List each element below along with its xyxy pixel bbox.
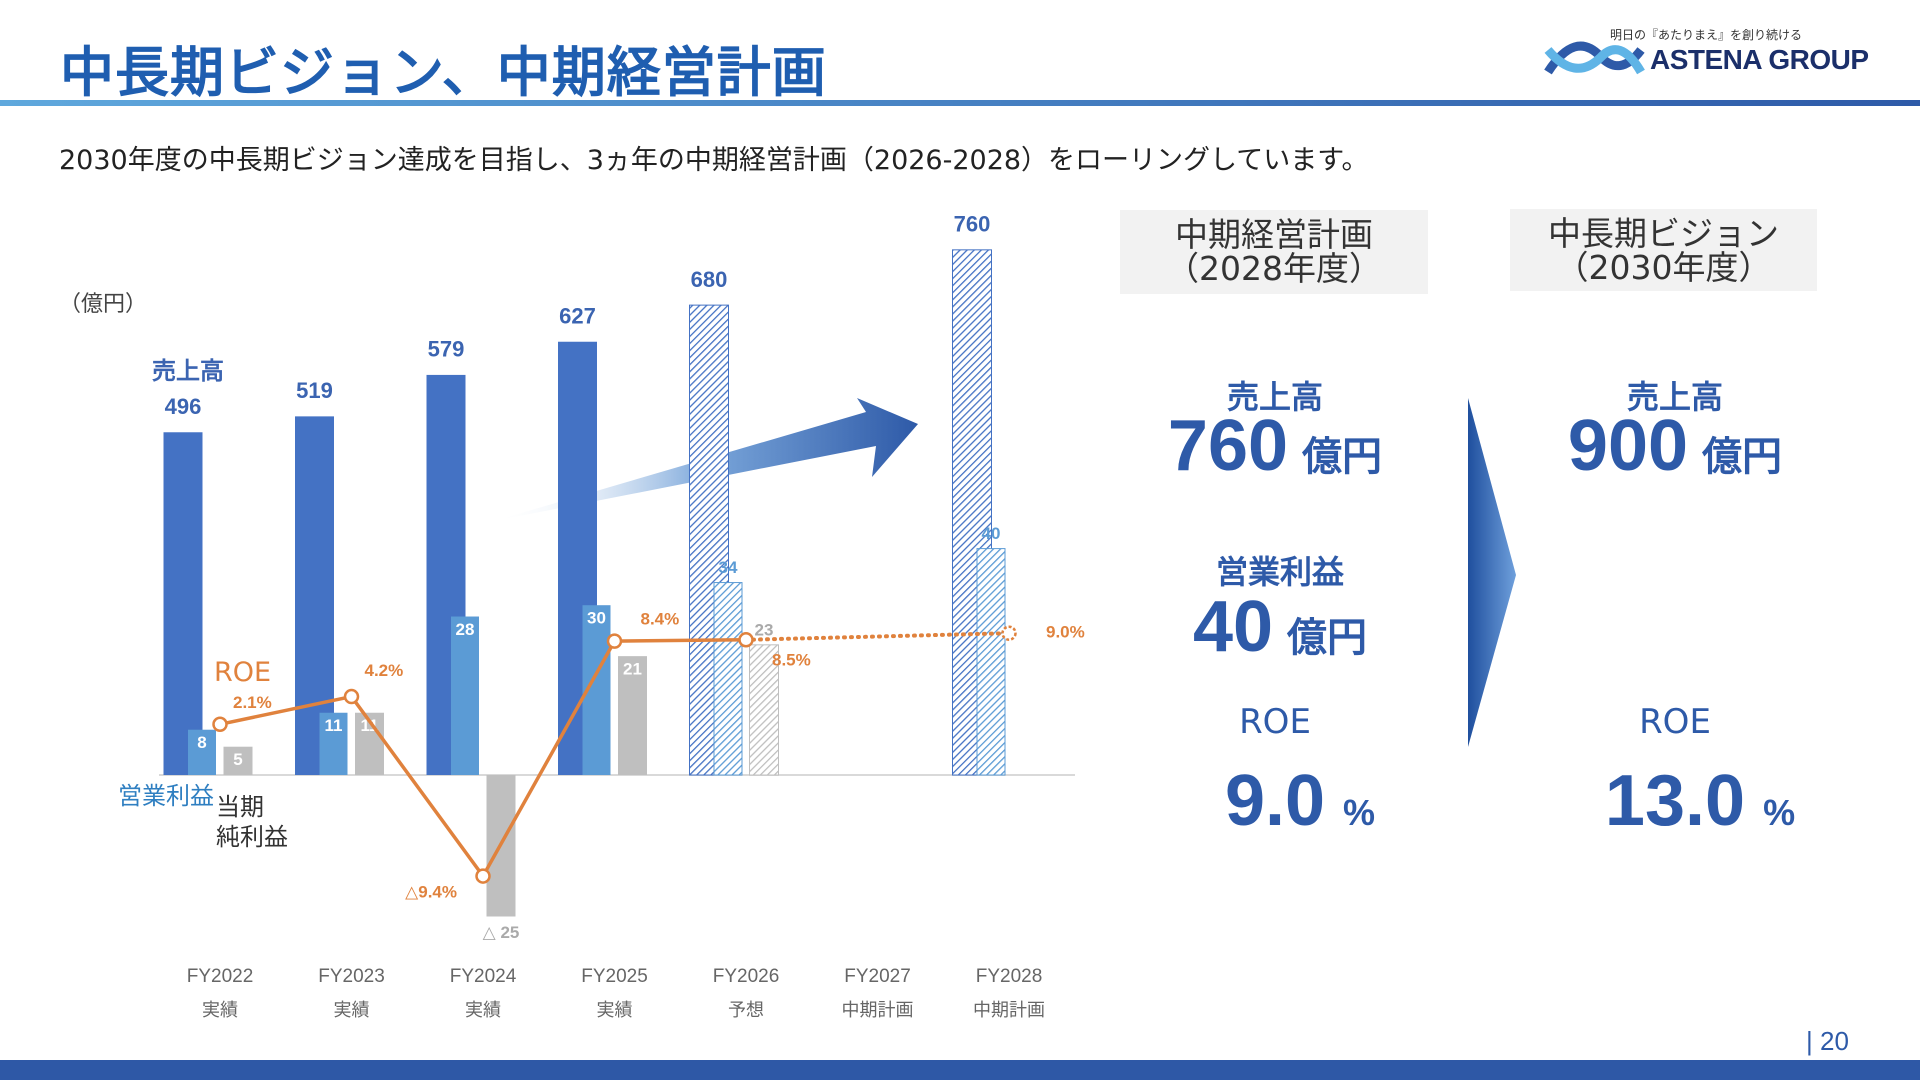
metric-number: 760 bbox=[1167, 406, 1289, 486]
value-label: 627 bbox=[559, 304, 596, 329]
metric-number: 13.0 bbox=[1604, 761, 1746, 841]
metric-unit: 億円 bbox=[1702, 435, 1783, 479]
bar bbox=[163, 432, 203, 775]
value-label: 34 bbox=[719, 558, 738, 577]
roe-marker bbox=[212, 716, 228, 733]
x-tick-note: 実績 bbox=[202, 1000, 238, 1020]
roe-label: 4.2% bbox=[365, 661, 404, 680]
metric-value: 13.0% bbox=[1520, 760, 1880, 842]
value-label: 40 bbox=[982, 524, 1001, 543]
metric-label: 営業利益 bbox=[1215, 553, 1344, 591]
metric-label: ROE bbox=[1239, 702, 1311, 742]
metric-unit: 億円 bbox=[1287, 616, 1368, 660]
metric-value: 40 億円 bbox=[1100, 586, 1460, 668]
roe-label: 8.4% bbox=[641, 610, 680, 629]
bar bbox=[223, 746, 253, 775]
x-tick-note: 中期計画 bbox=[973, 1000, 1045, 1020]
x-tick-label: FY2026 bbox=[713, 966, 780, 987]
x-tick-note: 予想 bbox=[728, 1000, 764, 1020]
roe-label: △9.4% bbox=[405, 883, 457, 902]
x-tick-label: FY2024 bbox=[450, 966, 517, 987]
metric-unit: % bbox=[1763, 792, 1796, 833]
metric-unit: 億円 bbox=[1302, 435, 1383, 479]
chevron-arrow bbox=[1468, 398, 1516, 747]
value-label: 579 bbox=[428, 337, 465, 362]
metric-value: 9.0% bbox=[1120, 760, 1480, 842]
x-tick-label: FY2025 bbox=[581, 966, 648, 987]
value-label: 28 bbox=[456, 620, 475, 639]
legend-label: 営業利益 bbox=[118, 782, 214, 810]
panel-header: 中期経営計画 （2028年度） bbox=[1120, 210, 1428, 294]
x-tick-note: 実績 bbox=[597, 1000, 633, 1020]
value-label: 760 bbox=[954, 212, 991, 237]
bar bbox=[713, 582, 743, 776]
x-tick-label: FY2027 bbox=[844, 966, 911, 987]
metric-number: 40 bbox=[1192, 587, 1274, 667]
value-label: 11 bbox=[325, 716, 343, 735]
footer-band bbox=[0, 1060, 1920, 1080]
brand: ASTENA GROUP bbox=[1650, 44, 1869, 75]
value-label: 5 bbox=[233, 750, 242, 769]
legend-label: 売上高 bbox=[152, 357, 224, 385]
x-tick-note: 実績 bbox=[334, 1000, 370, 1020]
bar bbox=[451, 616, 479, 775]
tagline: 明日の『あたりまえ』を創り続ける bbox=[1610, 28, 1803, 42]
metric-number: 9.0 bbox=[1224, 761, 1326, 841]
x-tick-label: FY2028 bbox=[976, 966, 1043, 987]
roe-marker bbox=[738, 632, 754, 648]
roe-marker bbox=[606, 633, 623, 649]
page-number: | 20 bbox=[1806, 1026, 1849, 1056]
bar bbox=[749, 644, 779, 776]
value-label: 8 bbox=[197, 733, 206, 752]
roe-marker bbox=[475, 868, 491, 884]
metric-label: 売上高 bbox=[1626, 378, 1723, 416]
bar bbox=[319, 712, 348, 775]
logo-mark bbox=[1544, 41, 1645, 75]
value-label: 21 bbox=[623, 660, 642, 679]
roe-marker bbox=[1001, 625, 1017, 641]
value-label: 30 bbox=[587, 609, 606, 628]
metric-unit: % bbox=[1343, 792, 1376, 833]
x-tick-note: 実績 bbox=[465, 1000, 501, 1020]
value-label: 11 bbox=[361, 716, 379, 735]
roe-label: 8.5% bbox=[772, 650, 811, 669]
value-label: 519 bbox=[296, 378, 333, 403]
roe-label: 2.1% bbox=[233, 693, 272, 712]
x-tick-note: 中期計画 bbox=[842, 1000, 914, 1020]
subtitle: 2030年度の中長期ビジョン達成を目指し、3ヵ年の中期経営計画（2026-202… bbox=[59, 145, 1369, 176]
bar bbox=[976, 548, 1006, 776]
metric-value: 760 億円 bbox=[1095, 405, 1455, 487]
value-label: △ 25 bbox=[483, 923, 520, 942]
legend-label: 当期 純利益 bbox=[216, 793, 288, 851]
metric-label: 売上高 bbox=[1226, 378, 1323, 416]
bar bbox=[188, 729, 216, 775]
roe-label: 9.0% bbox=[1046, 623, 1085, 642]
metric-value: 900 億円 bbox=[1495, 405, 1855, 487]
metric-label: ROE bbox=[1639, 702, 1711, 742]
title: 中長期ビジョン、中期経営計画 bbox=[60, 41, 827, 104]
value-label: 680 bbox=[691, 267, 728, 292]
x-tick-label: FY2023 bbox=[318, 966, 385, 987]
metric-number: 900 bbox=[1567, 406, 1689, 486]
value-label: 23 bbox=[755, 620, 774, 639]
unit-label: （億円） bbox=[59, 292, 148, 317]
x-tick-label: FY2022 bbox=[187, 966, 254, 987]
roe-marker bbox=[343, 688, 360, 705]
roe-line bbox=[744, 631, 1011, 642]
bar bbox=[618, 656, 647, 775]
header-rule bbox=[0, 100, 1920, 106]
legend-label: ROE bbox=[214, 657, 272, 688]
panel-header: 中長期ビジョン （2030年度） bbox=[1510, 209, 1817, 291]
value-label: 496 bbox=[165, 394, 202, 419]
